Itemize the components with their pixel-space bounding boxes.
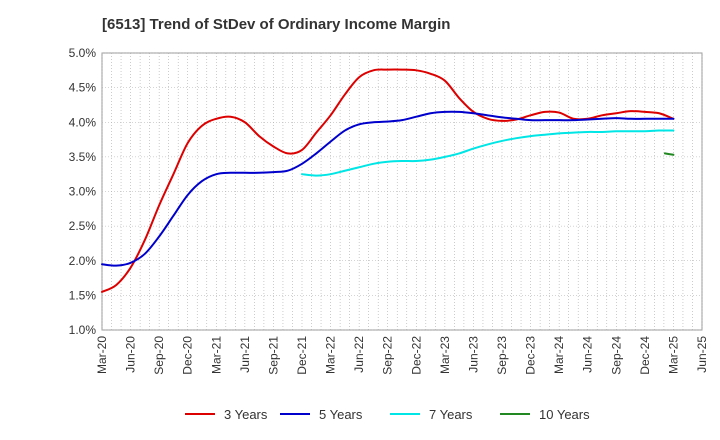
x-tick-label: Jun-20	[124, 336, 138, 373]
y-tick-label: 2.5%	[69, 219, 97, 233]
x-tick-label: Jun-25	[695, 336, 709, 373]
legend-label: 3 Years	[224, 407, 268, 422]
chart-title: [6513] Trend of StDev of Ordinary Income…	[102, 16, 450, 33]
x-tick-label: Jun-21	[238, 336, 252, 373]
x-tick-label: Sep-20	[152, 336, 166, 375]
x-tick-label: Dec-24	[638, 336, 652, 375]
legend-item-3-years: 3 Years	[185, 407, 268, 422]
series-line-5-years	[101, 110, 675, 267]
x-tick-label: Mar-22	[324, 336, 338, 374]
legend-item-5-years: 5 Years	[280, 407, 363, 422]
x-axis-tick-labels: Mar-20 Jun-20 Sep-20 Dec-20 Mar-21 Jun-21 Sep-…	[95, 336, 709, 375]
x-tick-label: Dec-20	[181, 336, 195, 375]
x-tick-label: Sep-22	[381, 336, 395, 375]
x-tick-label: Jun-23	[466, 336, 480, 373]
legend: 3 Years 5 Years 7 Years 10 Years	[185, 407, 590, 422]
y-tick-label: 5.0%	[69, 46, 97, 60]
x-tick-label: Mar-20	[95, 336, 109, 374]
x-tick-label: Mar-24	[552, 336, 566, 374]
y-tick-label: 4.0%	[69, 115, 97, 129]
y-tick-label: 1.5%	[69, 288, 97, 302]
y-tick-label: 1.0%	[69, 323, 97, 337]
x-tick-label: Jun-22	[352, 336, 366, 373]
x-tick-label: Mar-23	[438, 336, 452, 374]
x-tick-label: Sep-23	[495, 336, 509, 375]
y-tick-label: 3.5%	[69, 150, 97, 164]
x-tick-label: Mar-21	[209, 336, 223, 374]
y-tick-label: 4.5%	[69, 81, 97, 95]
series-line-10-years	[663, 152, 675, 156]
x-tick-label: Sep-21	[266, 336, 280, 375]
grid-lines	[101, 52, 703, 331]
y-tick-label: 2.0%	[69, 254, 97, 268]
x-tick-label: Jun-24	[581, 336, 595, 373]
legend-label: 10 Years	[539, 407, 590, 422]
legend-label: 5 Years	[319, 407, 363, 422]
x-tick-label: Mar-25	[666, 336, 680, 374]
x-tick-label: Dec-22	[409, 336, 423, 375]
y-tick-label: 3.0%	[69, 185, 97, 199]
legend-item-7-years: 7 Years	[390, 407, 473, 422]
x-tick-label: Dec-21	[295, 336, 309, 375]
legend-item-10-years: 10 Years	[500, 407, 590, 422]
series-lines	[101, 68, 675, 293]
x-tick-label: Sep-24	[609, 336, 623, 375]
legend-label: 7 Years	[429, 407, 473, 422]
series-line-7-years	[301, 129, 675, 177]
y-axis-tick-labels: 1.0% 1.5% 2.0% 2.5% 3.0% 3.5% 4.0% 4.5% 5.0%	[69, 46, 97, 337]
x-tick-label: Dec-23	[524, 336, 538, 375]
